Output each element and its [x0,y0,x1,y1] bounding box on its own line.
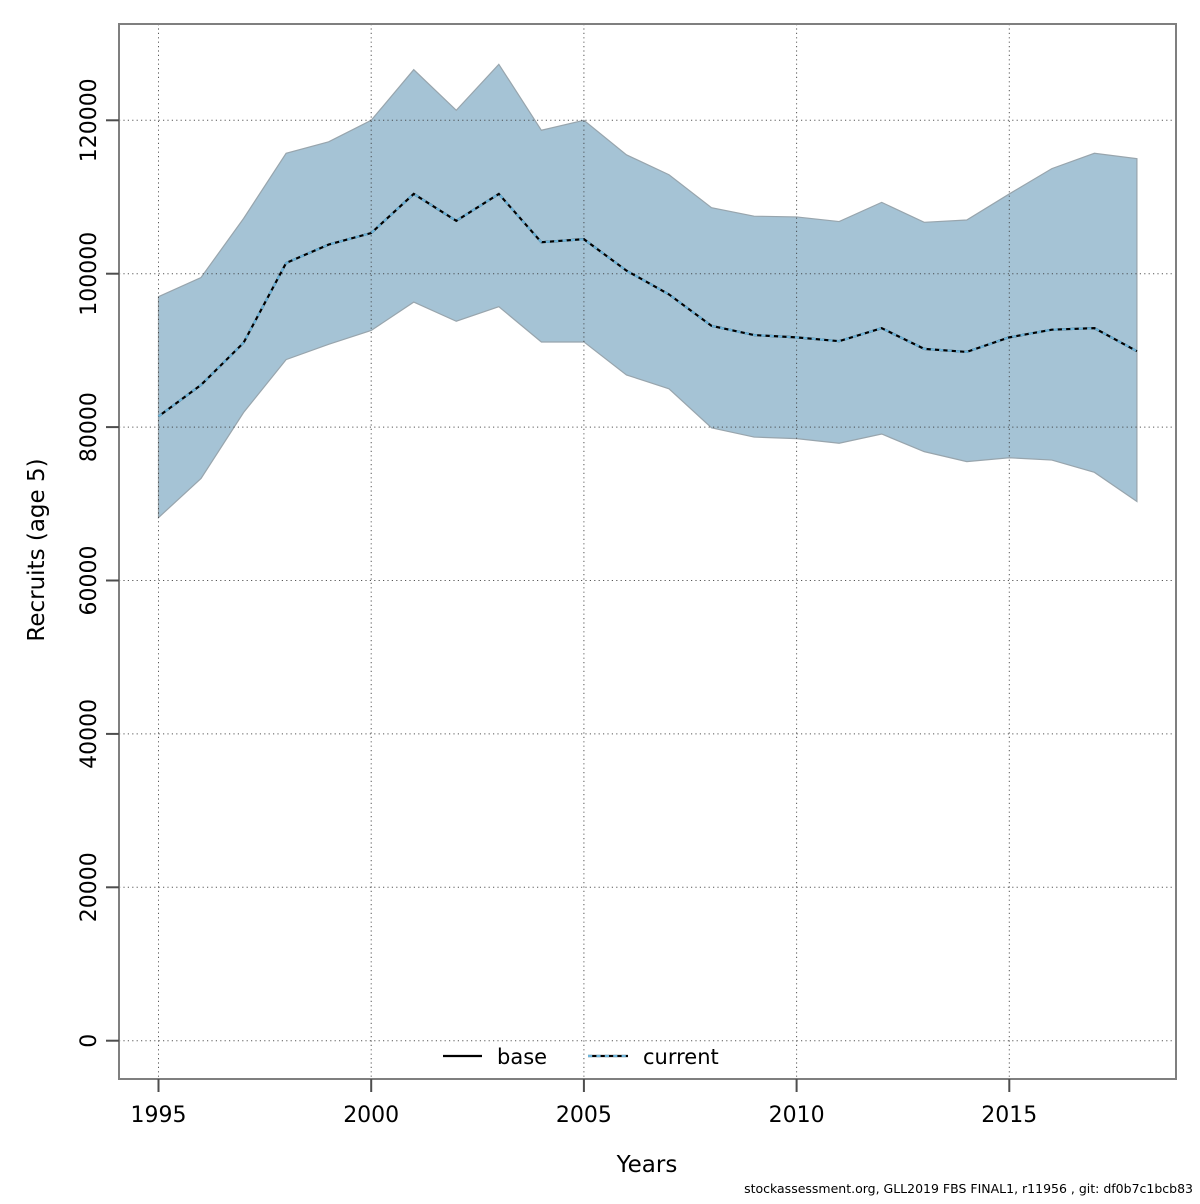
footer-credit: stockassessment.org, GLL2019 FBS FINAL1,… [744,1181,1193,1196]
x-tick-label: 2010 [769,1103,825,1128]
y-axis-title: Recruits (age 5) [24,458,50,641]
confidence-band-layer [157,63,1138,519]
y-tick-label: 100000 [77,232,102,316]
x-tick-label: 2000 [343,1103,399,1128]
y-tick-label: 20000 [77,852,102,922]
x-tick-label: 2015 [981,1103,1037,1128]
y-tick-label: 80000 [77,392,102,462]
y-tick-label: 0 [77,1034,102,1048]
y-tick-label: 40000 [77,699,102,769]
plot-border [118,23,1177,1080]
x-axis-title: Years [616,1152,678,1178]
y-tick-label: 120000 [77,78,102,162]
axis-ticks [106,119,1011,1092]
gridlines [119,24,1176,1079]
axis-tick-labels: 1995 2000 2005 2010 2015 0 20000 40000 60000 8000… [77,78,1037,1128]
y-tick-label: 60000 [77,546,102,616]
x-tick-label: 2005 [556,1103,612,1128]
current-line [157,192,1138,418]
data-lines [157,192,1138,418]
x-tick-label: 1995 [131,1103,187,1128]
legend-current-label: current [643,1045,719,1069]
confidence-band [157,63,1138,519]
legend-base-label: base [497,1045,547,1069]
legend: base current [443,1045,719,1069]
